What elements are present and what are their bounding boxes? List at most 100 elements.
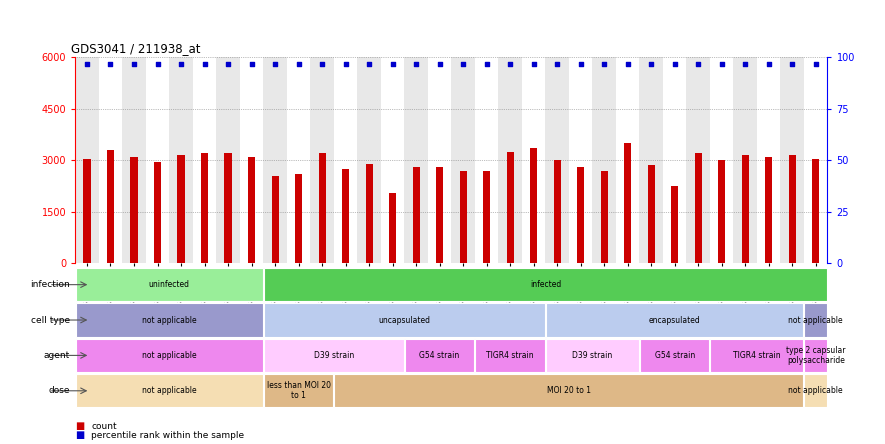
Bar <box>264 268 827 301</box>
Point <box>738 60 752 67</box>
Bar <box>264 303 545 337</box>
Bar <box>812 159 820 263</box>
Bar <box>107 150 114 263</box>
Bar <box>475 339 545 372</box>
Bar <box>311 58 334 263</box>
Text: G54 strain: G54 strain <box>655 351 695 360</box>
Point <box>197 60 212 67</box>
Text: type 2 capsular
polysaccharide: type 2 capsular polysaccharide <box>786 346 845 365</box>
Bar <box>546 339 639 372</box>
Bar <box>718 160 725 263</box>
Bar <box>334 58 358 263</box>
Bar <box>295 174 302 263</box>
Point <box>762 60 776 67</box>
Point <box>597 60 612 67</box>
Bar <box>335 374 804 408</box>
Bar <box>389 193 396 263</box>
Bar <box>522 58 545 263</box>
Bar <box>530 148 537 263</box>
Bar <box>225 154 232 263</box>
Text: ■: ■ <box>75 430 84 440</box>
Point <box>691 60 705 67</box>
Bar <box>766 157 773 263</box>
Text: encapsulated: encapsulated <box>649 316 701 325</box>
Point <box>315 60 329 67</box>
Point <box>433 60 447 67</box>
Bar <box>272 176 279 263</box>
Text: agent: agent <box>43 351 70 360</box>
Bar <box>427 58 451 263</box>
Bar <box>76 303 263 337</box>
Bar <box>381 58 404 263</box>
Point <box>268 60 282 67</box>
Bar <box>624 143 631 263</box>
Point <box>362 60 376 67</box>
Point <box>127 60 141 67</box>
Bar <box>671 186 678 263</box>
Bar <box>193 58 216 263</box>
Bar <box>264 58 287 263</box>
Bar <box>710 58 734 263</box>
Bar <box>287 58 311 263</box>
Bar <box>248 157 255 263</box>
Point <box>667 60 681 67</box>
Bar <box>663 58 687 263</box>
Point <box>573 60 588 67</box>
Text: percentile rank within the sample: percentile rank within the sample <box>91 431 244 440</box>
Bar <box>601 170 608 263</box>
Bar <box>76 339 263 372</box>
Bar <box>639 58 663 263</box>
Bar <box>804 303 827 337</box>
Bar <box>240 58 264 263</box>
Bar <box>451 58 475 263</box>
Text: G54 strain: G54 strain <box>419 351 459 360</box>
Text: ■: ■ <box>75 421 84 431</box>
Bar <box>146 58 169 263</box>
Point <box>150 60 165 67</box>
Text: TIGR4 strain: TIGR4 strain <box>486 351 534 360</box>
Bar <box>506 152 513 263</box>
Bar <box>711 339 804 372</box>
Text: not applicable: not applicable <box>142 316 196 325</box>
Point <box>550 60 565 67</box>
Point <box>809 60 823 67</box>
Bar <box>695 154 702 263</box>
Bar <box>592 58 616 263</box>
Bar <box>169 58 193 263</box>
Bar <box>640 339 710 372</box>
Bar <box>789 155 796 263</box>
Point <box>620 60 635 67</box>
Bar <box>76 374 263 408</box>
Bar <box>342 169 349 263</box>
Text: D39 strain: D39 strain <box>313 351 354 360</box>
Bar <box>319 154 326 263</box>
Point <box>503 60 517 67</box>
Text: uninfected: uninfected <box>149 280 189 289</box>
Point <box>409 60 423 67</box>
Bar <box>545 58 569 263</box>
Bar <box>577 167 584 263</box>
Bar <box>616 58 639 263</box>
Text: not applicable: not applicable <box>789 386 843 395</box>
Bar <box>781 58 804 263</box>
Text: MOI 20 to 1: MOI 20 to 1 <box>547 386 591 395</box>
Bar <box>804 374 827 408</box>
Point <box>174 60 189 67</box>
Point <box>104 60 118 67</box>
Bar <box>734 58 757 263</box>
Bar <box>366 164 373 263</box>
Bar <box>498 58 522 263</box>
Text: uncapsulated: uncapsulated <box>378 316 430 325</box>
Bar <box>648 166 655 263</box>
Bar <box>75 58 99 263</box>
Text: infected: infected <box>530 280 561 289</box>
Bar <box>83 159 90 263</box>
Point <box>714 60 728 67</box>
Bar <box>264 374 334 408</box>
Bar <box>804 58 827 263</box>
Bar <box>569 58 592 263</box>
Point <box>480 60 494 67</box>
Bar <box>554 160 561 263</box>
Bar <box>216 58 240 263</box>
Text: dose: dose <box>49 386 70 395</box>
